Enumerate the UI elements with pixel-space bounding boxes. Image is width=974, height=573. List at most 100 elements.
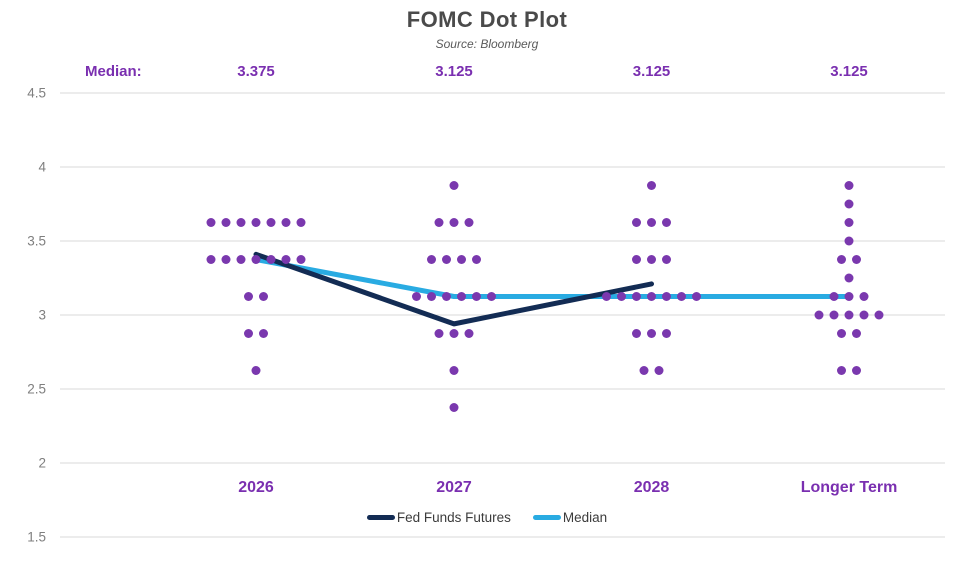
dot [281,255,291,264]
dot [449,218,459,227]
dot [639,366,649,375]
legend-label-median: Median [562,510,608,525]
dot [632,255,641,264]
chart-title: FOMC Dot Plot [406,7,568,32]
legend-label-fed-funds-futures: Fed Funds Futures [396,510,511,525]
dot [617,292,626,301]
dot [829,292,839,301]
dot [662,255,671,264]
dot [692,292,701,301]
dot [449,403,459,412]
dot [844,199,854,209]
dot [647,292,656,301]
dot [844,310,854,320]
dot [251,218,261,227]
x-axis-label-2027: 2027 [436,479,472,496]
dot [457,292,466,301]
dot [206,218,216,227]
y-axis-tick-label: 4 [38,160,46,175]
dot [221,255,231,264]
dot [662,218,671,227]
dot [251,255,261,264]
y-axis-tick-label: 3.5 [27,234,46,249]
dot [434,329,444,338]
x-axis-label-2026: 2026 [238,479,274,496]
dot [852,329,861,338]
dot [236,255,246,264]
dot [266,255,276,264]
x-axis-label-2028: 2028 [633,479,670,496]
dot [814,310,824,320]
dot [221,218,231,227]
dot [259,329,268,338]
dot [259,292,268,301]
dot [449,181,459,190]
dot [844,292,854,301]
dot [281,218,291,227]
dot [427,255,436,264]
legend: Fed Funds Futures Median [0,510,974,525]
dot [244,329,253,338]
dot [837,329,846,338]
dot [251,366,261,375]
dot [464,329,474,338]
chart-subtitle: Source: Bloomberg [435,37,539,51]
dot [859,292,869,301]
dot [296,255,306,264]
median-value-longer-term: 3.125 [830,63,868,80]
dot [874,310,884,320]
legend-item-fed-funds-futures: Fed Funds Futures [366,510,511,525]
dot [487,292,496,301]
dot [632,329,641,338]
dot [837,366,846,375]
dot [859,310,869,320]
dot [442,292,451,301]
dot [844,236,854,246]
y-axis-tick-label: 1.5 [27,530,46,545]
dot [844,181,854,190]
dot [206,255,216,264]
dot [427,292,436,301]
dot [852,255,861,264]
dot [449,366,459,375]
dot [632,292,641,301]
dot [412,292,421,301]
dot [647,255,656,264]
dot [472,292,481,301]
dot [244,292,253,301]
y-axis-tick-label: 3 [38,308,46,323]
y-axis-tick-label: 2 [38,456,46,471]
median-row-label: Median: [85,63,142,80]
dot [647,218,656,227]
y-axis-tick-label: 4.5 [27,86,46,101]
dot [266,218,276,227]
fed-funds-futures-line [253,251,654,327]
median-value-2028: 3.125 [632,63,671,80]
dot [662,329,671,338]
dot [837,255,846,264]
dot [457,255,466,264]
median-line [253,257,852,299]
dot [472,255,481,264]
dot [434,218,444,227]
legend-item-median: Median [532,510,608,525]
dot [677,292,686,301]
dot [654,366,664,375]
dot [647,181,656,190]
dot [449,329,459,338]
median-value-2027: 3.125 [435,63,473,80]
dot [602,292,611,301]
dot [647,329,656,338]
x-axis-label-longer-term: Longer Term [800,479,898,496]
y-axis-tick-label: 2.5 [27,382,46,397]
median-value-2026: 3.375 [237,63,275,80]
dot [632,218,641,227]
dot [464,218,474,227]
median-line-swatch [532,515,561,520]
dot [829,310,839,320]
dot [296,218,306,227]
dot [236,218,246,227]
dot [442,255,451,264]
